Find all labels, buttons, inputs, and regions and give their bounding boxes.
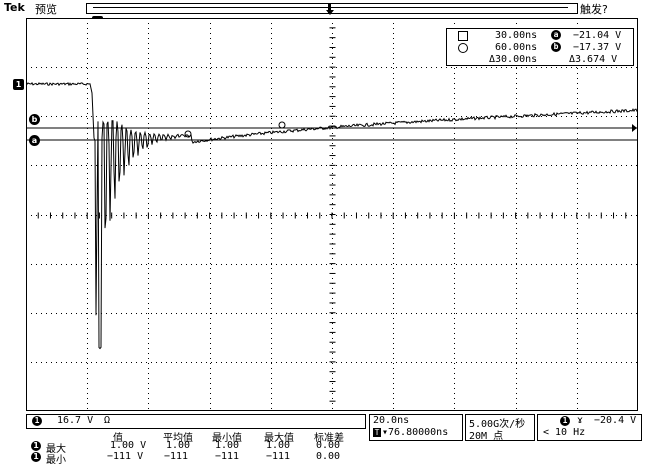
meas-header-stddev: 标准差 <box>314 433 344 444</box>
acquisition-panel[interactable]: 5.00G次/秒 20M 点 <box>465 414 535 442</box>
waveform-display[interactable] <box>26 18 638 411</box>
meas-cell: −111 <box>266 451 291 462</box>
cursor-arrow-icon <box>632 124 637 132</box>
table-row: 1 最大 1.00 V 1.00 1.00 1.00 0.00 <box>26 440 371 455</box>
meas-row-channel-badge: 1 <box>31 441 41 451</box>
trigger-panel[interactable]: 1 ɤ −20.4 V < 10 Hz <box>537 414 642 441</box>
trigger-status: 触发? <box>580 3 608 16</box>
cursor-vb-value: −17.37 V <box>573 42 622 53</box>
top-status-bar: Tek 预览 触发? <box>0 0 650 16</box>
cursor-b-badge: b <box>551 42 561 52</box>
cursor-2-circle-icon <box>458 43 468 53</box>
table-row: 1 最小 −111 V −111 −111 −111 0.00 <box>26 451 371 466</box>
cursor-a-badge: a <box>551 30 561 40</box>
meas-cell: −111 <box>164 451 189 462</box>
meas-cell: 1.00 V <box>110 440 147 451</box>
cursor-1-square-icon <box>458 31 468 41</box>
cursor-t2-value: 60.00ns <box>495 42 538 53</box>
channel-1-scale: 16.7 V <box>57 415 94 426</box>
cursor-dv-value: Δ3.674 V <box>569 54 618 65</box>
cursor-a-marker[interactable]: a <box>29 135 40 146</box>
ch1-ground-marker[interactable]: 1 <box>13 79 24 90</box>
channel-1-panel[interactable]: 1 16.7 V Ω <box>26 414 366 429</box>
acquisition-status: 预览 <box>35 3 57 16</box>
meas-header-value: 值 <box>113 433 123 444</box>
timebase-scale: 20.0ns <box>373 415 410 426</box>
graticule-grid <box>26 18 638 411</box>
trigger-frequency: < 10 Hz <box>543 427 586 438</box>
meas-header-max: 最大值 <box>264 433 294 444</box>
meas-cell: 0.00 <box>316 440 341 451</box>
meas-row-name: 最大 <box>46 444 66 455</box>
meas-header-mean: 平均值 <box>163 433 193 444</box>
meas-cell: 1.00 <box>166 440 191 451</box>
record-length: 20M 点 <box>469 431 504 442</box>
trigger-level: −20.4 V <box>594 415 637 426</box>
meas-row-name: 最小 <box>46 455 66 466</box>
channel-1-badge: 1 <box>32 416 42 426</box>
cursor-readout: 30.00ns a −21.04 V 60.00ns b −17.37 V Δ3… <box>446 28 634 66</box>
cursor-va-value: −21.04 V <box>573 30 622 41</box>
cursor-b-marker[interactable]: b <box>29 114 40 125</box>
cursor-2-marker <box>278 121 286 129</box>
meas-cell: −111 V <box>107 451 144 462</box>
meas-row-channel-badge: 1 <box>31 452 41 462</box>
timebase-panel[interactable]: 20.0ns T ▾76.80000ns <box>369 414 463 441</box>
trigger-channel-badge: 1 <box>560 416 570 426</box>
channel-1-trace <box>26 82 638 350</box>
cursor-dt-value: Δ30.00ns <box>489 54 538 65</box>
meas-cell: 1.00 <box>266 440 291 451</box>
record-position-bar[interactable] <box>86 3 578 15</box>
cursor-t1-value: 30.00ns <box>495 30 538 41</box>
brand-logo: Tek <box>4 1 25 14</box>
sample-rate: 5.00G次/秒 <box>469 419 526 430</box>
cursor-1-marker <box>184 130 192 138</box>
meas-cell: −111 <box>215 451 240 462</box>
measurement-table: 值 平均值 最小值 最大值 标准差 1 最大 1.00 V 1.00 1.00 … <box>26 429 371 466</box>
channel-1-coupling: Ω <box>104 415 111 426</box>
trigger-point-icon <box>328 3 331 13</box>
trigger-slope-icon: ɤ <box>577 415 584 426</box>
horizontal-position: ▾76.80000ns <box>382 427 449 438</box>
meas-cell: 1.00 <box>215 440 240 451</box>
meas-header-min: 最小值 <box>212 433 242 444</box>
trigger-icon: T <box>373 428 381 437</box>
meas-cell: 0.00 <box>316 451 341 462</box>
trigger-arrow-icon <box>326 10 334 15</box>
